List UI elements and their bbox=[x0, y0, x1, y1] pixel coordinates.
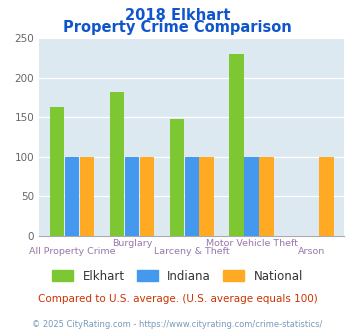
Text: Larceny & Theft: Larceny & Theft bbox=[154, 247, 230, 256]
Bar bbox=[50, 107, 64, 236]
Text: 2018 Elkhart: 2018 Elkhart bbox=[125, 8, 230, 23]
Text: Burglary: Burglary bbox=[112, 239, 152, 248]
Text: Arson: Arson bbox=[298, 247, 325, 256]
Bar bbox=[110, 92, 124, 236]
Bar bbox=[319, 157, 334, 236]
Bar bbox=[229, 54, 244, 236]
Bar bbox=[185, 157, 199, 236]
Text: All Property Crime: All Property Crime bbox=[29, 247, 115, 256]
Bar bbox=[200, 157, 214, 236]
Bar bbox=[80, 157, 94, 236]
Legend: Elkhart, Indiana, National: Elkhart, Indiana, National bbox=[47, 265, 308, 287]
Bar bbox=[244, 157, 259, 236]
Bar bbox=[140, 157, 154, 236]
Bar bbox=[170, 119, 184, 236]
Bar bbox=[65, 157, 79, 236]
Bar bbox=[125, 157, 139, 236]
Text: Motor Vehicle Theft: Motor Vehicle Theft bbox=[206, 239, 297, 248]
Text: © 2025 CityRating.com - https://www.cityrating.com/crime-statistics/: © 2025 CityRating.com - https://www.city… bbox=[32, 320, 323, 329]
Bar bbox=[260, 157, 274, 236]
Text: Property Crime Comparison: Property Crime Comparison bbox=[63, 20, 292, 35]
Text: Compared to U.S. average. (U.S. average equals 100): Compared to U.S. average. (U.S. average … bbox=[38, 294, 317, 304]
